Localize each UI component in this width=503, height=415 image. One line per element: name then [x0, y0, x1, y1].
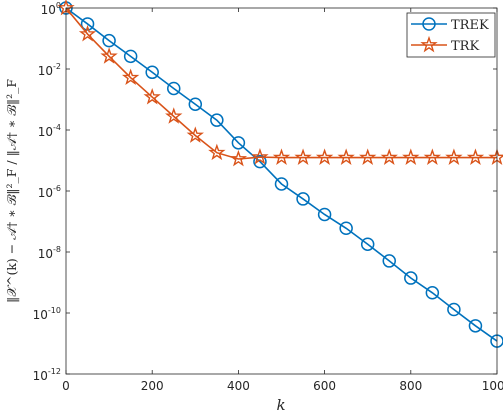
data-point-trek: [80, 17, 95, 31]
data-point-trek: [447, 302, 461, 317]
x-tick-label: 800: [399, 379, 422, 393]
y-tick-label: 10-10: [33, 306, 61, 322]
data-point-trk: [423, 148, 442, 165]
legend-box: [406, 12, 496, 58]
y-tick-label: 10-4: [38, 123, 61, 139]
data-point-trk: [208, 143, 226, 161]
data-point-trek: [210, 113, 224, 127]
data-point-trek: [425, 286, 440, 300]
data-point-trk: [143, 87, 161, 105]
data-point-trek: [145, 65, 159, 80]
legend-entry-trek: TREK: [411, 17, 489, 33]
data-point-trk: [78, 24, 97, 42]
legend-label-trek: TREK: [451, 18, 489, 33]
y-axis-label: ‖𝒳^(k) − 𝒜† ∗ ℬ‖²_F / ‖𝒜† ∗ ℬ‖²_F: [4, 79, 19, 303]
data-point-trek: [102, 33, 116, 48]
plot-area: [66, 8, 497, 374]
legend-marker-trek: [422, 17, 436, 31]
data-point-trk: [445, 148, 463, 165]
y-tick-label: 10-6: [38, 184, 61, 200]
series-trk: [57, 0, 503, 167]
x-tick-label: 400: [227, 379, 250, 393]
axes-layer: [65, 7, 498, 375]
legend-label-trk: TRK: [451, 39, 479, 54]
data-point-trek: [382, 254, 396, 268]
data-point-trek: [253, 154, 267, 169]
x-tick-label: 1000: [482, 379, 503, 393]
legend-marker-trk: [420, 35, 438, 53]
legend-entry-trk: TRK: [411, 35, 479, 54]
data-point-trk: [272, 148, 291, 165]
data-point-trk: [402, 148, 420, 165]
data-point-trek: [339, 221, 353, 236]
data-point-trk: [229, 149, 248, 167]
data-point-trek: [360, 237, 375, 251]
x-tick-label: 0: [62, 379, 70, 393]
y-tick-label: 10-2: [38, 62, 61, 78]
data-point-trek: [404, 271, 418, 285]
series-line-trek: [65, 7, 498, 342]
data-point-trek: [296, 192, 310, 206]
data-point-trk: [165, 107, 183, 124]
y-tick-label: 100: [41, 1, 61, 17]
data-point-trek: [123, 49, 138, 64]
y-tick-label: 10-8: [38, 245, 61, 261]
y-tick-label: 10-12: [33, 367, 61, 383]
data-point-trk: [100, 47, 118, 64]
data-point-trek: [468, 319, 483, 333]
data-point-trk: [251, 148, 269, 165]
x-axis-label: k: [276, 396, 285, 414]
data-point-trek: [317, 207, 332, 222]
data-point-trek: [167, 81, 181, 96]
data-point-trk: [121, 68, 140, 86]
x-tick-labels: 0 200 400 600 800 1000: [62, 379, 503, 393]
y-tick-labels: 100 10-2 10-4 10-6 10-8 10-10 10-12: [33, 1, 61, 383]
legend: TREK TRK: [406, 12, 496, 58]
data-point-trek: [188, 97, 203, 111]
data-point-trek: [231, 136, 246, 150]
data-point-trk: [186, 126, 204, 143]
data-point-trk: [359, 148, 377, 165]
data-point-trk: [315, 148, 334, 165]
data-point-trk: [294, 148, 312, 165]
series-line-trk: [65, 7, 497, 160]
data-point-trk: [337, 148, 355, 165]
x-tick-label: 600: [313, 379, 336, 393]
data-point-trek: [274, 177, 289, 191]
data-point-trk: [380, 148, 398, 165]
data-point-trk: [466, 148, 485, 165]
x-tick-label: 200: [141, 379, 164, 393]
